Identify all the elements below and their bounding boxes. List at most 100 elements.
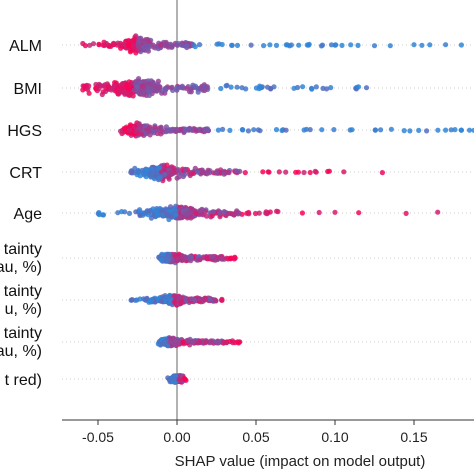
data-point (173, 208, 179, 214)
feature-label-line1: tainty (4, 241, 42, 258)
data-point (181, 375, 187, 382)
data-point (363, 85, 370, 91)
data-point (133, 209, 139, 215)
data-point (388, 126, 394, 132)
data-point (171, 293, 177, 299)
data-point (145, 128, 152, 134)
data-point (135, 167, 141, 174)
feature-label: HGS (7, 123, 42, 140)
data-point (287, 43, 293, 49)
data-point (234, 42, 241, 49)
data-point (149, 86, 155, 92)
data-point (152, 45, 158, 51)
data-point (181, 172, 188, 178)
data-point (202, 127, 208, 133)
data-point (283, 169, 289, 175)
data-point (325, 168, 331, 175)
feature-label: tainty au, %) (0, 241, 42, 276)
data-point (448, 127, 454, 133)
data-point (134, 297, 140, 303)
feature-label: Age (14, 206, 43, 223)
feature-label: ALM (9, 38, 42, 55)
data-point (143, 42, 149, 49)
data-point (273, 42, 280, 49)
data-point (204, 255, 210, 261)
data-point (295, 169, 301, 175)
data-point (109, 85, 115, 91)
data-point (208, 338, 214, 344)
feature-label-line1: tainty (4, 325, 42, 342)
data-point (192, 44, 198, 50)
data-point (197, 42, 203, 48)
data-point (175, 256, 181, 262)
data-point (379, 170, 385, 176)
data-point (85, 86, 91, 93)
data-point (162, 339, 169, 345)
data-point (276, 169, 282, 175)
data-point (147, 208, 153, 214)
data-point (458, 42, 464, 48)
data-point (267, 42, 273, 48)
data-point (167, 204, 174, 210)
data-point (316, 209, 322, 216)
data-point (176, 338, 182, 344)
data-point (145, 212, 151, 218)
data-point (219, 296, 225, 302)
data-point (190, 338, 196, 344)
data-point (242, 170, 248, 176)
data-point (219, 41, 225, 48)
data-point (187, 256, 193, 262)
data-point (466, 127, 473, 133)
data-point (227, 127, 233, 133)
data-point (239, 85, 245, 91)
data-point (100, 83, 107, 89)
data-point (301, 169, 307, 176)
data-point (309, 86, 315, 92)
feature-label: tainty u, %) (4, 283, 42, 318)
data-point (90, 41, 97, 47)
data-point (283, 127, 289, 133)
data-point (127, 49, 133, 55)
data-point (141, 170, 148, 176)
feature-label: t red) (5, 372, 42, 389)
data-point (331, 127, 337, 133)
data-point (175, 42, 181, 48)
data-point (240, 127, 246, 133)
x-tick-label: 0.00 (163, 429, 190, 445)
data-point (202, 297, 208, 303)
x-axis: -0.05 0.00 0.05 0.10 0.15 (62, 419, 474, 445)
data-point (182, 166, 188, 172)
data-points (80, 33, 474, 385)
data-point (174, 126, 180, 132)
data-point (300, 84, 306, 90)
data-point (163, 124, 169, 130)
data-point (165, 252, 171, 258)
data-point (147, 171, 153, 177)
feature-row (95, 203, 441, 223)
data-point (301, 127, 307, 133)
data-point (174, 85, 180, 92)
data-point (118, 128, 124, 134)
data-point (307, 169, 313, 176)
data-point (180, 339, 186, 345)
data-point (215, 127, 221, 133)
data-point (150, 128, 156, 134)
data-point (355, 42, 361, 49)
data-point (167, 127, 173, 133)
data-point (256, 210, 262, 216)
data-point (163, 206, 169, 212)
data-point (435, 127, 441, 133)
data-point (218, 85, 224, 92)
data-point (355, 84, 362, 90)
data-point (157, 125, 163, 131)
data-point (217, 210, 223, 216)
data-point (299, 210, 305, 216)
data-point (215, 339, 221, 345)
data-point (193, 211, 200, 217)
data-point (349, 127, 355, 133)
data-point (233, 210, 239, 216)
data-point (115, 91, 121, 97)
data-point (145, 37, 151, 44)
data-point (221, 209, 227, 215)
data-point (174, 175, 180, 181)
